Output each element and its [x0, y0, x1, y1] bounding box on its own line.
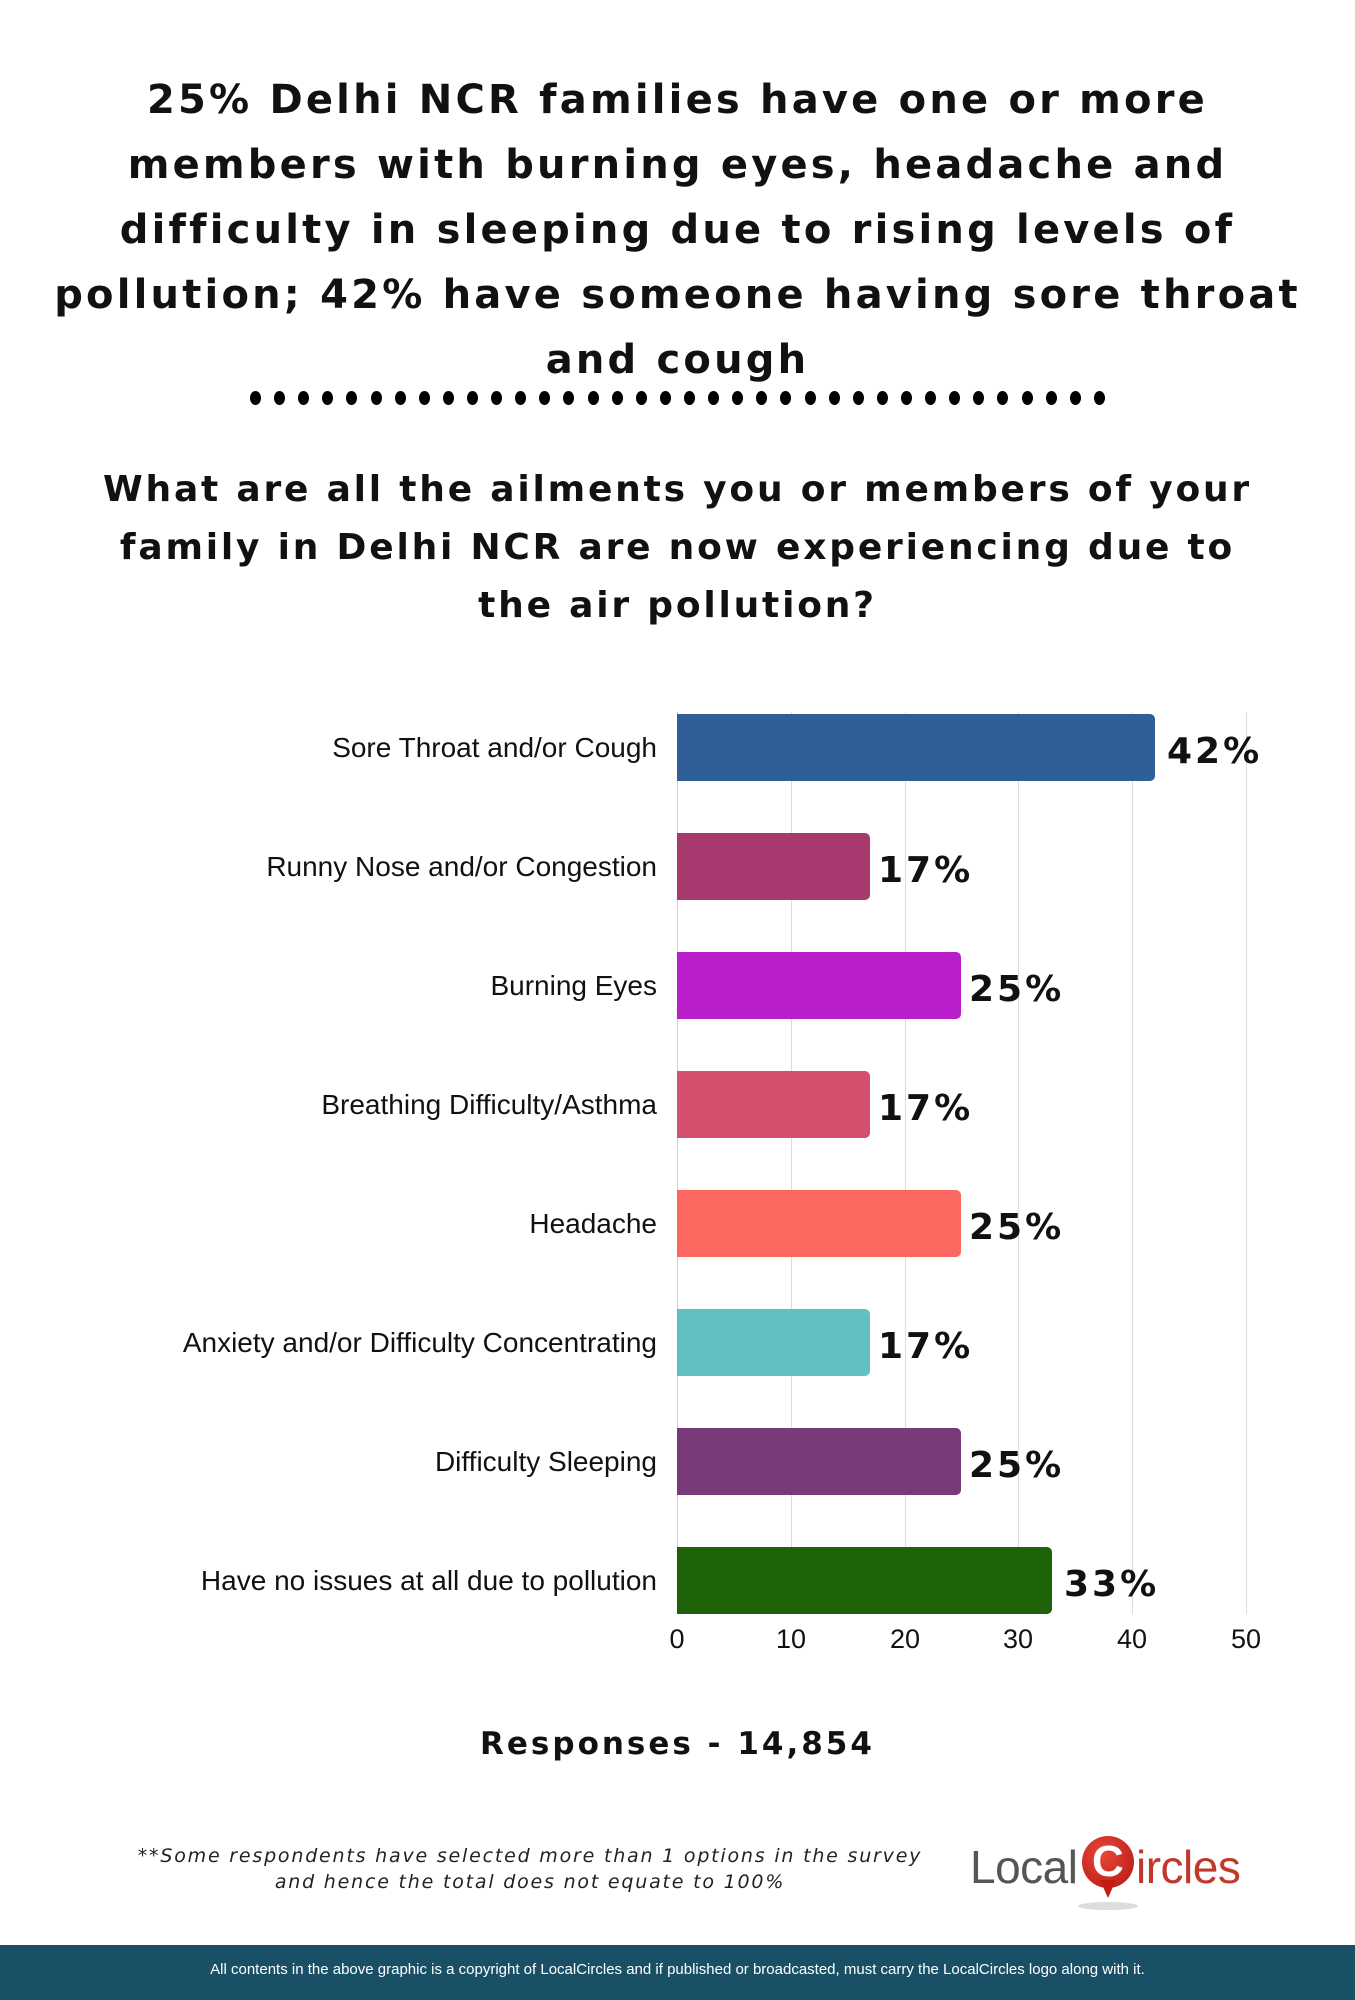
bar-value: 25%: [969, 1207, 1065, 1248]
gridline-40: [1132, 712, 1133, 1614]
bar: [677, 1190, 961, 1257]
footnote-line-1: **Some respondents have selected more th…: [137, 1845, 923, 1867]
bar-row: Have no issues at all due to pollution 3…: [0, 1547, 1355, 1614]
bar-label: Runny Nose and/or Congestion: [266, 851, 657, 882]
gridline-30: [1018, 712, 1019, 1614]
responses-count: Responses - 14,854: [480, 1726, 875, 1762]
bar-value: 17%: [878, 1088, 974, 1129]
bar-value: 33%: [1064, 1564, 1160, 1605]
bar-label: Anxiety and/or Difficulty Concentrating: [182, 1327, 657, 1358]
logo-text-ircles: ircles: [1136, 1841, 1241, 1893]
survey-question: What are all the ailments you or members…: [103, 469, 1252, 626]
gridline-10: [791, 712, 792, 1614]
bar-value: 17%: [878, 1326, 974, 1367]
map-pin-icon: C: [1082, 1836, 1134, 1898]
bar-label: Sore Throat and/or Cough: [332, 732, 657, 763]
bar-row: Burning Eyes 25%: [0, 952, 1355, 1019]
bar-value: 25%: [969, 1445, 1065, 1486]
x-tick: 40: [1116, 1624, 1148, 1654]
bar: [677, 1071, 870, 1138]
x-tick: 30: [1002, 1624, 1034, 1654]
logo-letter-c: C: [1092, 1837, 1124, 1886]
headline: 25% Delhi NCR families have one or more …: [54, 77, 1301, 383]
localcircles-logo: Local C ircles: [970, 1830, 1241, 1910]
bar-value: 25%: [969, 969, 1065, 1010]
bar-label: Breathing Difficulty/Asthma: [321, 1089, 657, 1120]
bar-row: Breathing Difficulty/Asthma 17%: [0, 1071, 1355, 1138]
bar-row: Sore Throat and/or Cough 42%: [0, 714, 1355, 781]
bar-label: Burning Eyes: [490, 970, 657, 1001]
bar-label: Headache: [529, 1208, 657, 1239]
bar: [677, 1547, 1052, 1614]
bar: [677, 952, 961, 1019]
copyright-footer: All contents in the above graphic is a c…: [0, 1945, 1355, 2000]
gridline-50: [1246, 712, 1247, 1614]
bar-value: 17%: [878, 850, 974, 891]
bar-value: 42%: [1167, 731, 1263, 772]
bar: [677, 714, 1155, 781]
x-tick: 20: [889, 1624, 921, 1654]
bar-row: Runny Nose and/or Congestion 17%: [0, 833, 1355, 900]
x-tick: 50: [1230, 1624, 1262, 1654]
logo-pin-shadow: [1078, 1902, 1138, 1910]
footnote-line-2: and hence the total does not equate to 1…: [274, 1871, 786, 1893]
logo-text-local: Local: [970, 1841, 1078, 1893]
bar-label: Have no issues at all due to pollution: [200, 1565, 657, 1596]
x-tick: 0: [669, 1624, 685, 1654]
x-tick: 10: [775, 1624, 807, 1654]
dotted-divider: [250, 390, 1105, 406]
footnote: **Some respondents have selected more th…: [130, 1843, 930, 1895]
bar-row: Difficulty Sleeping 25%: [0, 1428, 1355, 1495]
bar: [677, 1309, 870, 1376]
gridline-20: [905, 712, 906, 1614]
bar-label: Difficulty Sleeping: [434, 1446, 657, 1477]
bar: [677, 1428, 961, 1495]
bar-row: Headache 25%: [0, 1190, 1355, 1257]
gridline-0: [677, 712, 678, 1614]
bar-chart: Sore Throat and/or Cough 42% Runny Nose …: [0, 712, 1355, 1654]
bar: [677, 833, 870, 900]
bar-row: Anxiety and/or Difficulty Concentrating …: [0, 1309, 1355, 1376]
